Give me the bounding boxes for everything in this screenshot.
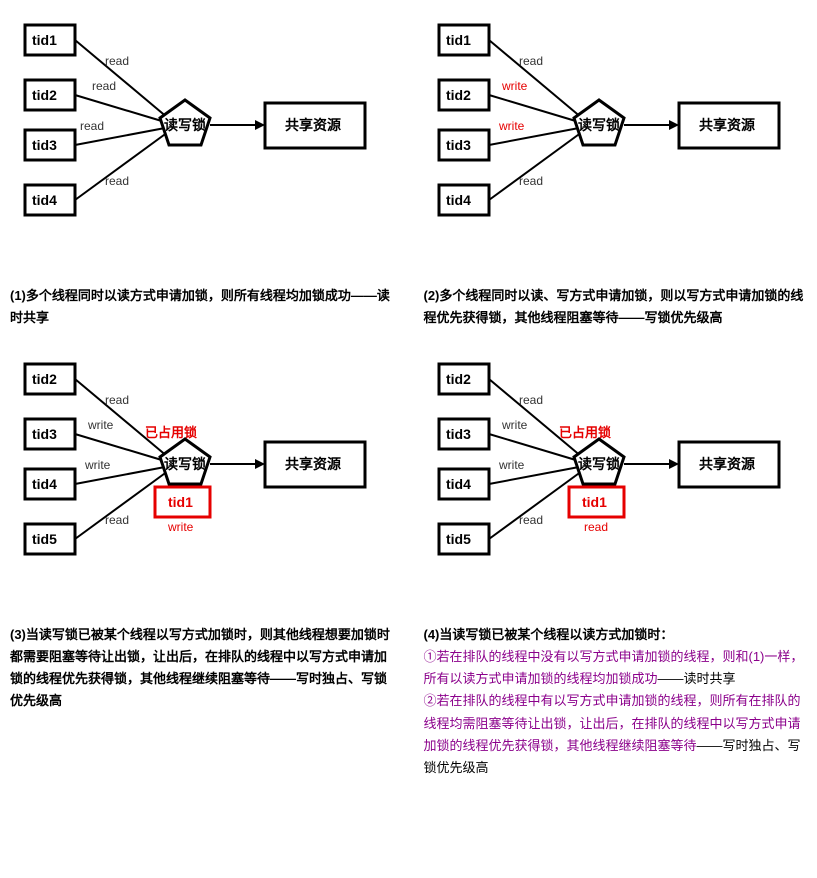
edge-label: write [501,79,528,93]
panel-3: tid2 tid3 tid4 tid5 read write [10,349,394,779]
svg-text:tid5: tid5 [32,531,57,547]
edge-label: write [498,119,525,133]
holder-label: tid1 [582,494,607,510]
lock-label: 读写锁 [164,456,206,472]
resource-label: 共享资源 [285,117,341,133]
edge-label: read [105,393,129,407]
thread-tid2: tid2 [25,364,75,394]
svg-text:tid4: tid4 [32,476,57,492]
svg-text:tid5: tid5 [446,531,471,547]
caption-4: (4)当读写锁已被某个线程以读方式加锁时： ①若在排队的线程中没有以写方式申请加… [424,624,808,779]
diagram-3: tid2 tid3 tid4 tid5 read write [10,349,390,579]
edge-label: read [519,513,543,527]
thread-tid3: tid3 [25,419,75,449]
svg-text:tid2: tid2 [446,87,471,103]
edge-label: read [519,393,543,407]
edge-label: read [519,54,543,68]
thread-tid2: tid2 [439,364,489,394]
edge-label: read [92,79,116,93]
diagram-2: tid1 tid2 tid3 tid4 read write [424,10,804,240]
thread-tid4: tid4 [439,469,489,499]
edge-label: read [105,174,129,188]
panel-4: tid2 tid3 tid4 tid5 read write [424,349,808,779]
thread-tid2: tid2 [25,80,75,110]
svg-text:tid2: tid2 [446,371,471,387]
diagram-grid: tid1 tid2 tid3 tid4 read read [10,10,807,779]
diagram-4: tid2 tid3 tid4 tid5 read write [424,349,804,579]
caption-4-title: (4)当读写锁已被某个线程以读方式加锁时： [424,624,808,646]
svg-text:tid3: tid3 [446,426,471,442]
edge-label: write [87,418,114,432]
caption-2: (2)多个线程同时以读、写方式申请加锁，则以写方式申请加锁的线程优先获得锁，其他… [424,285,808,329]
thread-tid5: tid5 [439,524,489,554]
svg-text:tid4: tid4 [446,192,471,208]
thread-label: tid3 [32,137,57,153]
thread-tid3: tid3 [439,419,489,449]
lock-label: 读写锁 [164,117,206,133]
caption-1: (1)多个线程同时以读方式申请加锁，则所有线程均加锁成功——读时共享 [10,285,394,329]
edge-label: read [105,513,129,527]
svg-text:tid1: tid1 [446,32,471,48]
thread-tid5: tid5 [25,524,75,554]
holder-label: tid1 [168,494,193,510]
svg-text:tid4: tid4 [446,476,471,492]
edge-label: write [84,458,111,472]
thread-tid2: tid2 [439,80,489,110]
lock-label: 读写锁 [578,456,620,472]
thread-tid4: tid4 [25,469,75,499]
thread-label: tid2 [32,87,57,103]
thread-tid4: tid4 [25,185,75,215]
edge-label: write [501,418,528,432]
resource-label: 共享资源 [699,456,755,472]
svg-text:tid2: tid2 [32,371,57,387]
thread-label: tid4 [32,192,57,208]
holder-mode: write [167,520,194,534]
svg-text:tid3: tid3 [446,137,471,153]
diagram-1: tid1 tid2 tid3 tid4 read read [10,10,390,240]
edge-label: read [519,174,543,188]
svg-text:tid3: tid3 [32,426,57,442]
edge-label: read [80,119,104,133]
resource-label: 共享资源 [699,117,755,133]
holder-annotation: 已占用锁 [559,425,611,440]
panel-1: tid1 tid2 tid3 tid4 read read [10,10,394,329]
thread-tid1: tid1 [439,25,489,55]
caption-4-line1p: ①若在排队的线程中没有以写方式申请加锁的线程，则和(1)一样，所有以读方式申请加… [424,649,804,686]
thread-label: tid1 [32,32,57,48]
thread-tid3: tid3 [25,130,75,160]
holder-mode: read [584,520,608,534]
holder-annotation: 已占用锁 [145,425,197,440]
edge-label: read [105,54,129,68]
lock-label: 读写锁 [578,117,620,133]
caption-4-line1b: ——读时共享 [658,671,736,686]
resource-label: 共享资源 [285,456,341,472]
panel-2: tid1 tid2 tid3 tid4 read write [424,10,808,329]
caption-3: (3)当读写锁已被某个线程以写方式加锁时，则其他线程想要加锁时都需要阻塞等待让出… [10,624,394,712]
edge-label: write [498,458,525,472]
thread-tid3: tid3 [439,130,489,160]
thread-tid4: tid4 [439,185,489,215]
thread-tid1: tid1 [25,25,75,55]
